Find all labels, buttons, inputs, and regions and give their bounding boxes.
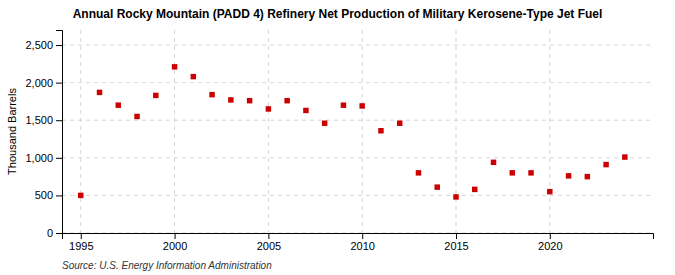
point [322,120,327,125]
tick-mark [550,233,551,239]
tick-label: 2,500 [25,39,53,51]
tick: 0 [47,227,62,239]
grid-line [268,30,269,233]
point [284,98,289,103]
tick-mark [362,233,363,239]
grid-line [362,30,363,233]
tick-label: 2010 [350,240,374,252]
point [116,102,121,107]
tick: 500 [35,189,62,201]
tick-mark [56,233,62,234]
point [378,128,383,133]
grid-line [549,30,550,233]
point [397,120,402,125]
point [134,114,139,119]
point [78,193,83,198]
grid-line [62,195,653,196]
tick-label: 1,500 [25,114,53,126]
tick: 1,500 [25,114,62,126]
point [434,184,439,189]
tick: 2010 [350,233,374,252]
grid [62,30,653,233]
point [510,170,515,175]
point [266,106,271,111]
point [341,102,346,107]
grid-line [62,45,653,46]
chart: 1995 2000 2005 2010 2015 2020 0 500 1,000 1,500 2,… [0,0,675,275]
grid-line [62,157,653,158]
grid-line [456,30,457,233]
plot-area: 1995 2000 2005 2010 2015 2020 0 500 1,000 1,500 2,… [25,30,653,252]
point [453,194,458,199]
axis-line [56,31,63,234]
grid-line [174,30,175,233]
tick: 2,500 [25,39,62,51]
point [603,162,608,167]
point [585,174,590,179]
point [547,189,552,194]
tick: 1995 [69,233,93,252]
axis-line [63,234,654,240]
tick-mark [456,233,457,239]
points [78,64,628,200]
point [303,108,308,113]
tick-mark [56,120,62,121]
point [491,160,496,165]
tick-label: 2,000 [25,77,53,89]
tick-label: 2020 [538,240,562,252]
tick-mark [56,45,62,46]
tick-mark [56,158,62,159]
point [622,154,627,159]
y-axis: 0 500 1,000 1,500 2,000 2,500 [25,31,62,240]
point [247,98,252,103]
grid-line [62,82,653,83]
tick-label: 2000 [163,240,187,252]
point [228,97,233,102]
grid-line [80,30,81,233]
point [528,170,533,175]
x-axis: 1995 2000 2005 2010 2015 2020 [63,233,654,252]
title: Annual Rocky Mountain (PADD 4) Refinery … [73,7,603,21]
tick-label: 1995 [69,240,93,252]
tick: 2020 [538,233,562,252]
y-axis-title: Thousand Barrels [6,88,18,175]
point [172,64,177,69]
tick-mark [81,233,82,239]
grid-line [62,120,653,121]
source: Source: U.S. Energy Information Administ… [62,260,272,271]
point [472,187,477,192]
tick-label: 500 [35,189,53,201]
tick-mark [56,195,62,196]
point [191,74,196,79]
point [97,90,102,95]
tick-label: 2015 [444,240,468,252]
tick-mark [268,233,269,239]
point [359,103,364,108]
point [209,92,214,97]
point [416,170,421,175]
tick: 2,000 [25,77,62,89]
tick: 2005 [257,233,281,252]
tick: 2000 [163,233,187,252]
tick-mark [175,233,176,239]
tick-label: 1,000 [25,152,53,164]
tick-label: 2005 [257,240,281,252]
tick: 2015 [444,233,468,252]
tick-mark [56,83,62,84]
tick: 1,000 [25,152,62,164]
tick-label: 0 [47,227,53,239]
point [566,173,571,178]
point [153,93,158,98]
